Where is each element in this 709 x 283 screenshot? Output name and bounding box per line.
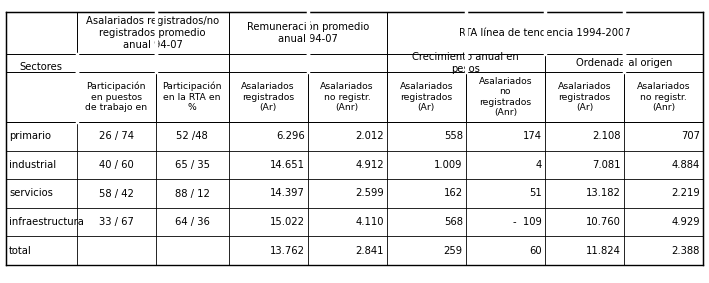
Text: infraestructura: infraestructura [9, 217, 84, 227]
Text: 4.912: 4.912 [355, 160, 384, 170]
Text: 174: 174 [523, 131, 542, 141]
Text: Participación
en puestos
de trabajo en: Participación en puestos de trabajo en [85, 82, 147, 112]
Text: 40 / 60: 40 / 60 [99, 160, 133, 170]
Text: 2.219: 2.219 [671, 188, 700, 198]
Text: 1.009: 1.009 [435, 160, 463, 170]
Text: 15.022: 15.022 [269, 217, 305, 227]
Text: Ordenada al origen: Ordenada al origen [576, 58, 672, 68]
Text: servicios: servicios [9, 188, 53, 198]
Text: 52 /48: 52 /48 [177, 131, 208, 141]
Text: 64 / 36: 64 / 36 [174, 217, 210, 227]
Text: 10.760: 10.760 [586, 217, 621, 227]
Text: Remuneración promedio
anual 94-07: Remuneración promedio anual 94-07 [247, 22, 369, 44]
Text: -  109: - 109 [513, 217, 542, 227]
Text: 58 / 42: 58 / 42 [99, 188, 133, 198]
Text: industrial: industrial [9, 160, 56, 170]
Text: 60: 60 [529, 246, 542, 256]
Text: 4.884: 4.884 [671, 160, 700, 170]
Text: 6.296: 6.296 [276, 131, 305, 141]
Text: 558: 558 [444, 131, 463, 141]
Text: 2.841: 2.841 [355, 246, 384, 256]
Text: Asalariados
registrados
(Ar): Asalariados registrados (Ar) [241, 82, 295, 112]
Text: 4.929: 4.929 [671, 217, 700, 227]
Text: 11.824: 11.824 [586, 246, 621, 256]
Text: primario: primario [9, 131, 51, 141]
Text: 568: 568 [444, 217, 463, 227]
Text: 4.110: 4.110 [355, 217, 384, 227]
Text: Sectores: Sectores [20, 62, 63, 72]
Text: 162: 162 [444, 188, 463, 198]
Text: 2.108: 2.108 [593, 131, 621, 141]
Text: Asalariados
registrados
(Ar): Asalariados registrados (Ar) [399, 82, 453, 112]
Text: 13.182: 13.182 [586, 188, 621, 198]
Text: Asalariados
no
registrados
(Anr): Asalariados no registrados (Anr) [479, 77, 532, 117]
Text: 13.762: 13.762 [269, 246, 305, 256]
Text: Asalariados
no registr.
(Anr): Asalariados no registr. (Anr) [637, 82, 691, 112]
Text: Participación
en la RTA en
%: Participación en la RTA en % [162, 82, 222, 112]
Text: Asalariados registrados/no
registrados promedio
anual 94-07: Asalariados registrados/no registrados p… [86, 16, 219, 50]
Text: 26 / 74: 26 / 74 [99, 131, 133, 141]
Text: 14.397: 14.397 [270, 188, 305, 198]
Text: 7.081: 7.081 [593, 160, 621, 170]
Text: 14.651: 14.651 [269, 160, 305, 170]
Text: 33 / 67: 33 / 67 [99, 217, 133, 227]
Text: RTA línea de tendencia 1994-2007: RTA línea de tendencia 1994-2007 [459, 28, 631, 38]
Text: Asalariados
no registr.
(Anr): Asalariados no registr. (Anr) [320, 82, 374, 112]
Text: Asalariados
registrados
(Ar): Asalariados registrados (Ar) [557, 82, 611, 112]
Text: 4: 4 [535, 160, 542, 170]
Text: 51: 51 [529, 188, 542, 198]
Text: 2.599: 2.599 [355, 188, 384, 198]
Text: 65 / 35: 65 / 35 [174, 160, 210, 170]
Text: total: total [9, 246, 32, 256]
Text: 2.388: 2.388 [671, 246, 700, 256]
Text: 259: 259 [444, 246, 463, 256]
Text: Crecimiento anual en
pesos: Crecimiento anual en pesos [413, 52, 519, 74]
Text: 88 / 12: 88 / 12 [174, 188, 210, 198]
Text: 2.012: 2.012 [355, 131, 384, 141]
Bar [6, 12, 703, 265]
Text: 707: 707 [681, 131, 700, 141]
